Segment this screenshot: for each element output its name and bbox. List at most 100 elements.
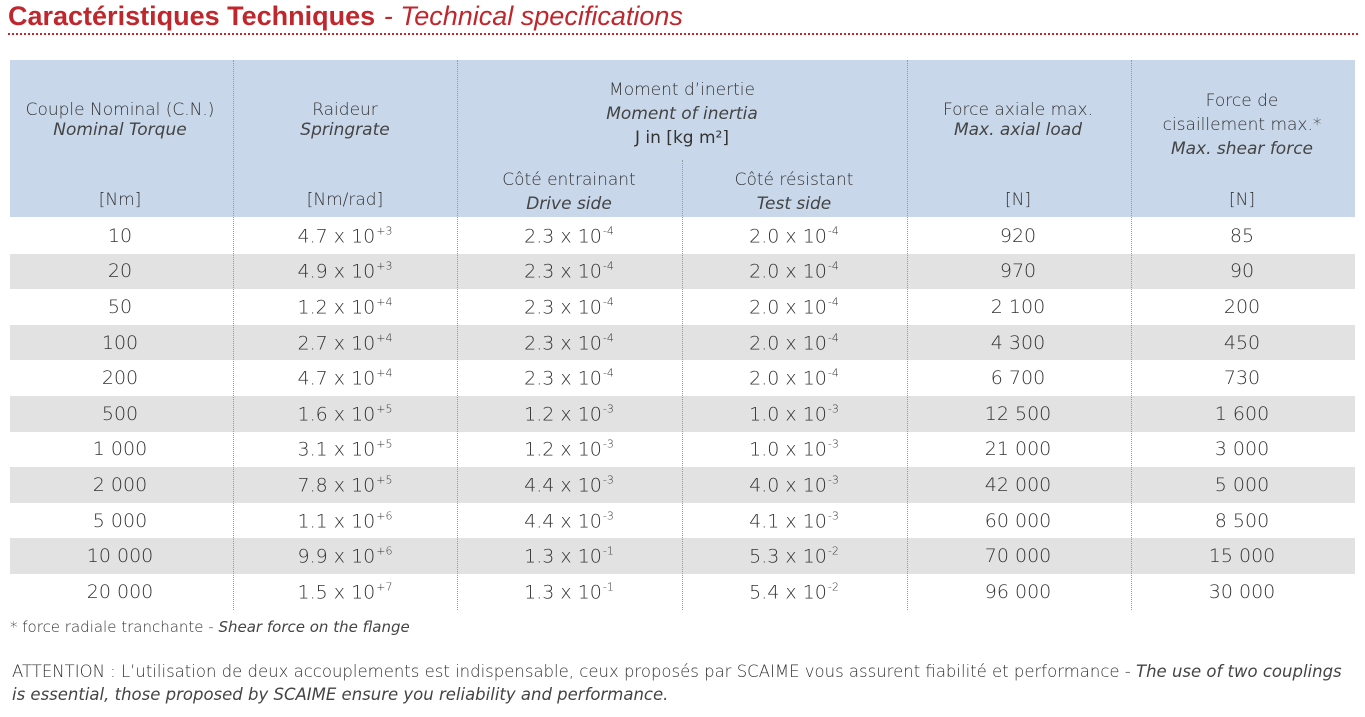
cell: 1.3 x 10-1	[524, 545, 614, 568]
cell-exponent: -4	[602, 295, 614, 309]
cell: 85	[1229, 224, 1255, 247]
cell: 9.9 x 10+6	[298, 545, 393, 568]
cell: 21 000	[984, 438, 1052, 461]
cell-base: 2.3 x 10	[524, 332, 602, 355]
cell-exponent: -4	[827, 295, 839, 309]
cell: 1.6 x 10+5	[298, 402, 393, 425]
cell: 200	[101, 367, 139, 390]
cell-base: 4.7 x 10	[297, 225, 376, 248]
header-fr: Moment d’inertie	[609, 80, 755, 100]
cell-exponent: -2	[827, 544, 839, 558]
cell-base: 1.1 x 10	[297, 510, 376, 533]
cell: 8 500	[1214, 509, 1270, 532]
cell: 20 000	[86, 580, 154, 603]
cell: 5 000	[92, 509, 148, 532]
header-fr: Force axiale max.	[942, 100, 1094, 120]
unit: J in [kg m²]	[634, 128, 729, 148]
cell: 200	[1223, 296, 1261, 318]
col-header: Force axiale max. Max. axial load	[943, 100, 1093, 140]
header-fr: Côté résistant	[734, 170, 854, 190]
header-en: Max. shear force	[1170, 139, 1314, 159]
cell-base: 2.3 x 10	[524, 367, 602, 390]
attention-text: ATTENTION : L’utilisation de deux accoup…	[12, 662, 1131, 681]
cell-base: 2.0 x 10	[749, 332, 827, 355]
cell-exponent: +4	[376, 295, 393, 309]
cell-exponent: -4	[602, 331, 614, 345]
cell-exponent: +5	[376, 437, 393, 451]
cell-base: 4.7 x 10	[297, 367, 376, 390]
cell: 3.1 x 10+5	[298, 438, 393, 461]
footnote-text: * force radiale tranchante -	[10, 618, 214, 636]
cell-base: 4.4 x 10	[524, 510, 602, 533]
cell: 30 000	[1208, 580, 1276, 603]
cell: 90	[1229, 260, 1255, 283]
unit: [Nm]	[98, 190, 142, 210]
subtitle: - Technical specifications	[383, 1, 683, 31]
cell: 12 500	[984, 402, 1052, 425]
cell: 2.3 x 10-4	[524, 224, 614, 247]
footnote: * force radiale tranchante - Shear force…	[10, 618, 410, 636]
cell: 1.2 x 10-3	[524, 402, 614, 425]
cell: 2.3 x 10-4	[524, 331, 614, 354]
cell: 5.3 x 10-2	[749, 545, 839, 568]
cell-base: 1.5 x 10	[297, 581, 376, 604]
cell-exponent: +3	[376, 224, 393, 238]
cell-exponent: -3	[602, 437, 614, 451]
cell-base: 1.6 x 10	[297, 403, 376, 426]
cell-base: 4.0 x 10	[749, 474, 827, 497]
spec-table: Couple Nominal (C.N.) Nominal Torque [Nm]…	[10, 60, 1355, 613]
cell: 4.4 x 10-3	[524, 474, 614, 497]
cell: 500	[101, 402, 139, 425]
cell-exponent: -4	[827, 224, 839, 238]
cell: 5.4 x 10-2	[749, 580, 839, 603]
col-header: Raideur Springrate	[300, 100, 389, 140]
cell-exponent: +6	[376, 509, 393, 523]
sub-header: Côté entrainant Drive side	[502, 168, 635, 216]
cell-base: 3.1 x 10	[297, 438, 376, 461]
column-divider	[1131, 60, 1132, 610]
header-fr: Force de	[1205, 91, 1279, 111]
cell-exponent: +7	[376, 580, 393, 594]
header-en: Test side	[756, 194, 832, 214]
cell-exponent: -3	[602, 473, 614, 487]
col-header: Couple Nominal (C.N.) Nominal Torque	[26, 100, 215, 140]
cell: 42 000	[984, 474, 1052, 496]
header-en: Nominal Torque	[53, 120, 187, 140]
column-divider	[907, 60, 908, 610]
cell-base: 7.8 x 10	[297, 474, 376, 497]
header-fr: Raideur	[312, 100, 378, 120]
header-en: Springrate	[300, 120, 390, 140]
cell-base: 1.0 x 10	[749, 438, 827, 461]
cell-base: 2.0 x 10	[749, 367, 827, 390]
cell: 1.0 x 10-3	[749, 402, 839, 425]
cell: 3 000	[1214, 438, 1270, 461]
header-en: Drive side	[526, 194, 612, 214]
cell-exponent: -2	[827, 580, 839, 594]
cell: 7.8 x 10+5	[298, 474, 393, 497]
header-fr: Couple Nominal (C.N.)	[25, 100, 215, 120]
cell-base: 4.4 x 10	[524, 474, 602, 497]
column-divider	[457, 60, 458, 610]
cell: 1 000	[92, 438, 148, 461]
cell-base: 4.9 x 10	[297, 260, 376, 283]
cell: 2 100	[990, 296, 1046, 318]
cell: 10 000	[86, 545, 154, 568]
cell: 96 000	[984, 580, 1052, 603]
cell-exponent: +5	[376, 402, 393, 416]
cell: 2.3 x 10-4	[524, 296, 614, 319]
cell-exponent: -4	[602, 366, 614, 380]
cell-base: 4.1 x 10	[749, 510, 827, 533]
cell-base: 5.3 x 10	[749, 545, 827, 568]
unit: [N]	[1229, 190, 1255, 210]
cell: 4.1 x 10-3	[749, 509, 839, 532]
cell: 2.0 x 10-4	[749, 296, 839, 319]
cell-exponent: -3	[827, 473, 839, 487]
cell-exponent: -4	[827, 366, 839, 380]
cell: 100	[101, 331, 139, 354]
cell: 5 000	[1214, 474, 1270, 496]
cell: 4.4 x 10-3	[524, 509, 614, 532]
cell-exponent: +4	[376, 366, 393, 380]
sub-header: Côté résistant Test side	[735, 168, 854, 216]
title: Caractéristiques Techniques	[8, 1, 376, 31]
cell: 1.3 x 10-1	[524, 580, 614, 603]
